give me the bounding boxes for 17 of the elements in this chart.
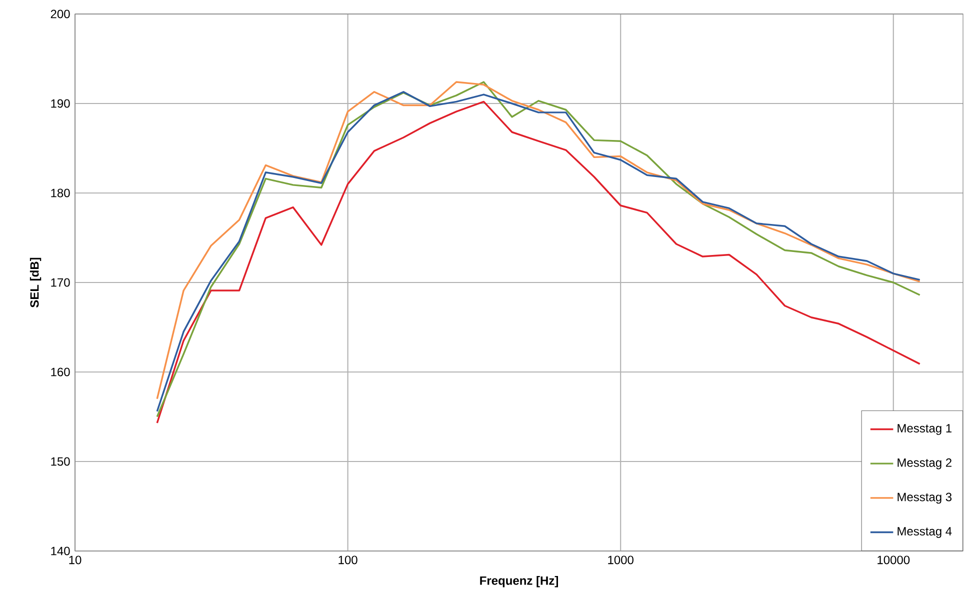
legend-label: Messtag 1 [898, 424, 952, 435]
legend-label: Messtag 3 [898, 492, 952, 504]
y-tick-label: 170 [51, 278, 70, 287]
y-axis-title: SEL [dB] [30, 258, 42, 308]
x-axis-title: Frequenz [Hz] [480, 576, 558, 588]
x-tick-label: 1000 [608, 556, 634, 564]
x-tick-label: 100 [338, 556, 358, 564]
y-tick-label: 180 [51, 188, 70, 198]
x-tick-label: 10000 [878, 556, 910, 564]
y-tick-label: 160 [51, 368, 70, 376]
y-tick-label: 200 [50, 10, 70, 18]
legend-label: Messtag 4 [898, 527, 952, 538]
y-tick-label: 190 [51, 99, 70, 108]
y-tick-label: 140 [51, 546, 70, 556]
x-tick-label: 10 [69, 556, 82, 564]
y-tick-label: 150 [51, 457, 70, 466]
legend-label: Messtag 2 [898, 458, 952, 470]
